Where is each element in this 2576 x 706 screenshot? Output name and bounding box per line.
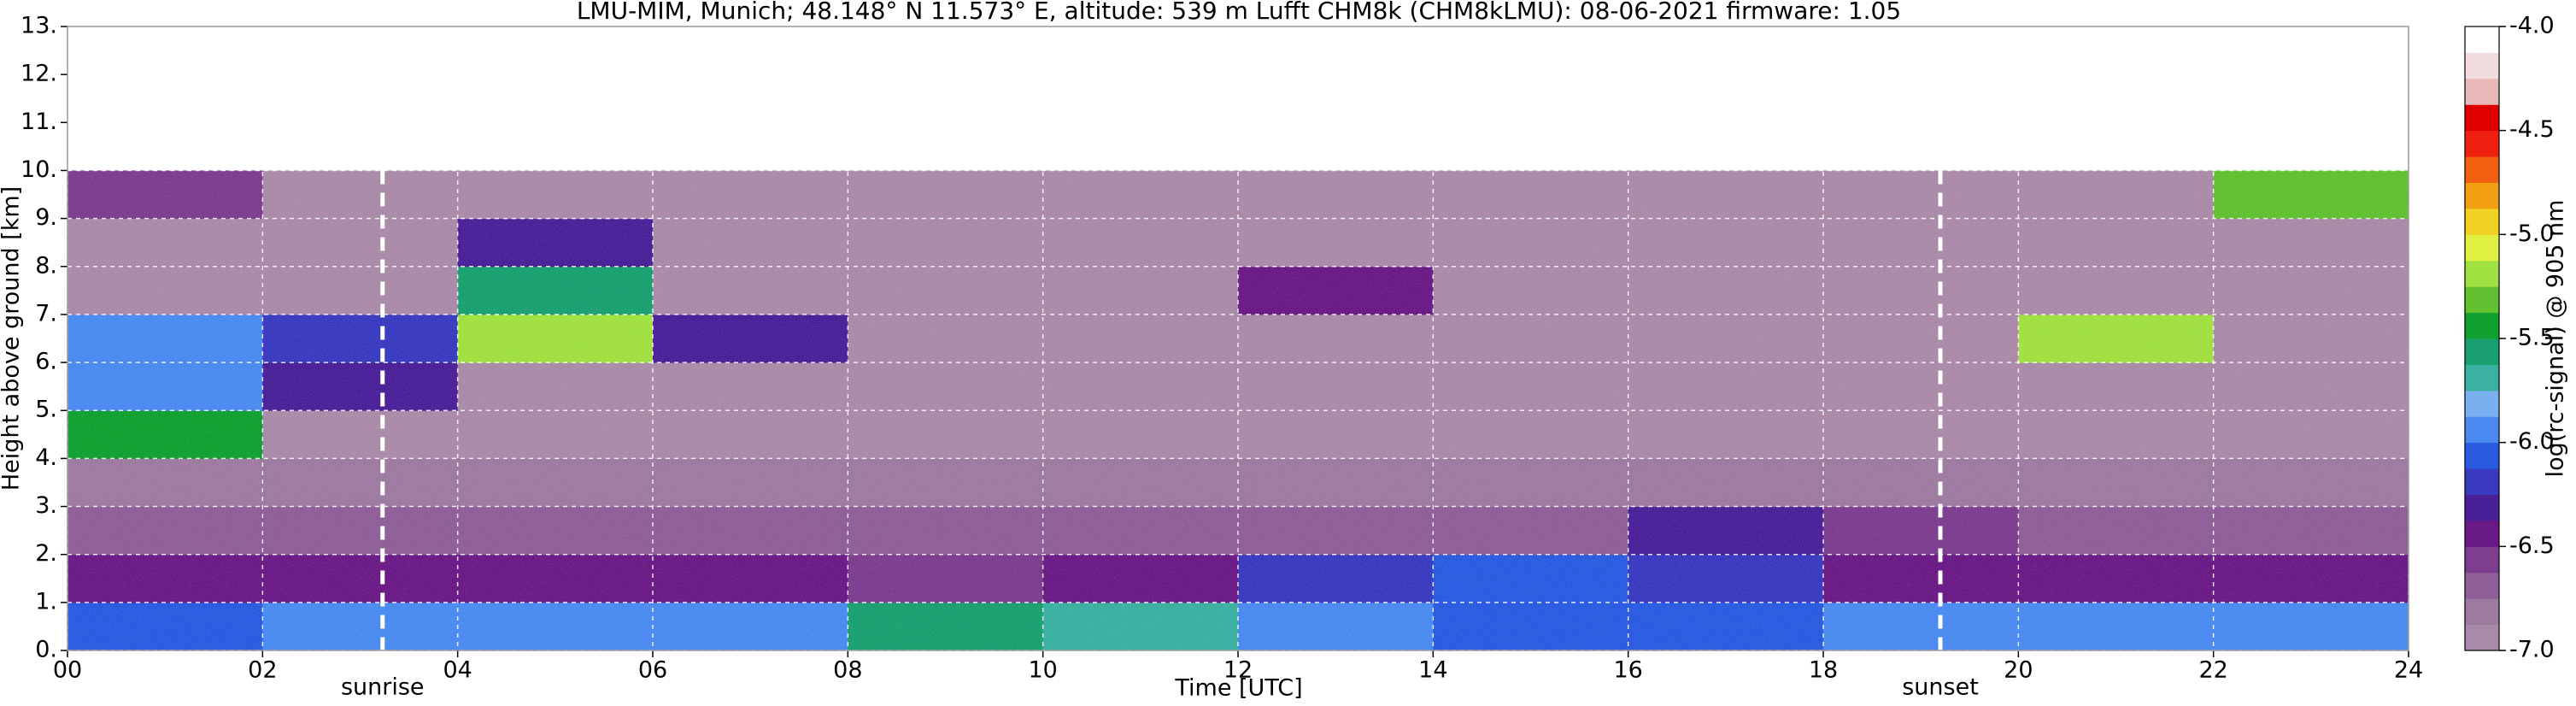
x-tick-label: 04 [443, 657, 472, 684]
colorbar-swatch [2465, 286, 2499, 314]
colorbar-tick-label: -5.5 [2509, 325, 2555, 351]
colorbar-swatch [2465, 312, 2499, 339]
colorbar-swatch [2465, 104, 2499, 132]
y-tick-label: 3. [35, 492, 57, 519]
x-tick-label: 22 [2198, 657, 2227, 684]
y-tick-label: 12. [21, 61, 57, 87]
colorbar-tick-label: -6.5 [2509, 532, 2555, 559]
y-tick-label: 10. [21, 156, 57, 183]
y-tick-label: 9. [35, 204, 57, 231]
y-axis-label: Height above ground [km] [0, 186, 25, 491]
colorbar-swatch [2465, 208, 2499, 235]
colorbar-swatch [2465, 260, 2499, 287]
colorbar-swatch [2465, 390, 2499, 417]
overlay: 00 02 04 06 08 10 12 14 16 18 20 22 24 0. 1. 2. 3. 4. 5. 6.… [21, 13, 2555, 701]
y-tick-label: 8. [35, 252, 57, 279]
x-tick-label: 08 [833, 657, 862, 684]
y-tick-label: 5. [35, 397, 57, 423]
y-tick-label: 2. [35, 540, 57, 567]
x-tick-label: 16 [1613, 657, 1642, 684]
colorbar-swatch [2465, 416, 2499, 444]
x-axis-label: Time [UTC] [1174, 675, 1302, 702]
y-tick-label: 11. [21, 109, 57, 135]
y-tick-label: 7. [35, 300, 57, 327]
colorbar-swatch [2465, 494, 2499, 521]
colorbar-swatch [2465, 52, 2499, 79]
colorbar-tick-label: -4.5 [2509, 116, 2555, 143]
colorbar-tick-label: -6.0 [2509, 428, 2555, 455]
colorbar-tick-label: -7.0 [2509, 637, 2555, 663]
colorbar-swatch [2465, 130, 2499, 157]
colorbar-swatch [2465, 546, 2499, 574]
colorbar-swatch [2465, 234, 2499, 262]
x-tick-label: 12 [1223, 657, 1253, 684]
y-tick-label: 4. [35, 444, 57, 471]
x-tick-label: 24 [2394, 657, 2423, 684]
x-tick-label: 14 [1418, 657, 1447, 684]
colorbar-swatch [2465, 442, 2499, 469]
chart-title: LMU-MIM, Munich; 48.148° N 11.573° E, al… [577, 0, 1901, 25]
x-tick-label: 02 [248, 657, 277, 684]
colorbar-swatch [2465, 598, 2499, 626]
y-tick-label: 6. [35, 349, 57, 375]
y-tick-label: 1. [35, 588, 57, 615]
colorbar-swatch [2465, 338, 2499, 365]
x-tick-label: 20 [2004, 657, 2033, 684]
colorbar-swatch [2465, 26, 2499, 53]
x-tick-label: 00 [53, 657, 82, 684]
colorbar-swatch [2465, 182, 2499, 209]
colorbar-swatch [2465, 624, 2499, 651]
x-tick-label: 10 [1028, 657, 1057, 684]
colorbar-tick-label: -4.0 [2509, 13, 2555, 39]
y-tick-label: 13. [21, 13, 57, 39]
colorbar-swatch [2465, 78, 2499, 105]
annotation-label: sunset [1902, 674, 1979, 701]
x-tick-label: 06 [638, 657, 667, 684]
x-tick-label: 18 [1809, 657, 1838, 684]
annotation-label: sunrise [341, 674, 425, 701]
colorbar-swatch [2465, 156, 2499, 183]
colorbar-swatch [2465, 520, 2499, 547]
plot-frame [67, 26, 2409, 651]
colorbar-swatch [2465, 468, 2499, 495]
colorbar-tick-label: -5.0 [2509, 221, 2555, 247]
colorbar-swatch [2465, 572, 2499, 599]
colorbar-swatch [2465, 364, 2499, 391]
y-tick-label: 0. [35, 637, 57, 663]
colorbar-label: log(rc-signal) @ 905 nm [2543, 200, 2569, 478]
